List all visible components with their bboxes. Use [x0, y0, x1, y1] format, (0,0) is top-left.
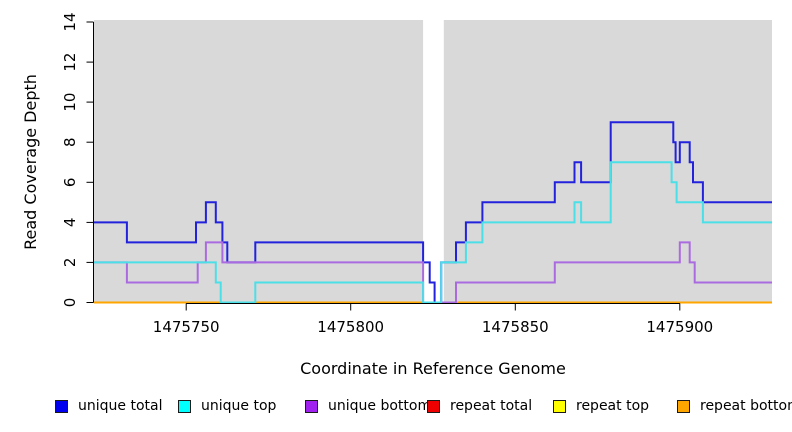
- legend-label: repeat total: [450, 398, 533, 414]
- legend-item-unique-bottom: unique bottom: [305, 396, 431, 416]
- legend-swatch-unique-total: [55, 399, 68, 413]
- legend-item-repeat-top: repeat top: [553, 396, 649, 416]
- legend-swatch-repeat-top: [553, 399, 566, 413]
- x-axis-title: Coordinate in Reference Genome: [300, 359, 566, 378]
- legend-item-unique-total: unique total: [55, 396, 162, 416]
- legend-item-unique-top: unique top: [178, 396, 276, 416]
- x-tick-label: 1475800: [317, 318, 384, 336]
- legend-label: unique total: [78, 398, 163, 414]
- x-axis: 1475750 1475800 1475850 1475900: [153, 303, 713, 336]
- y-tick-label: 6: [61, 178, 79, 188]
- y-tick-label: 12: [61, 53, 79, 72]
- legend-swatch-unique-top: [178, 399, 191, 413]
- masked-gap-region: [423, 20, 444, 304]
- legend-item-repeat-bottom: repeat bottom: [677, 396, 792, 416]
- x-tick-label: 1475850: [482, 318, 549, 336]
- x-tick-label: 1475900: [646, 318, 713, 336]
- y-tick-label: 14: [61, 12, 79, 31]
- legend: unique total unique top unique bottom repea…: [0, 396, 792, 420]
- coverage-chart-svg: 1475750 1475800 1475850 1475900 0 2 4 6 8 10 12 14…: [21, 12, 772, 378]
- y-tick-label: 8: [61, 137, 79, 147]
- y-axis: 0 2 4 6 8 10 12 14: [61, 12, 94, 307]
- legend-item-repeat-total: repeat total: [427, 396, 532, 416]
- legend-swatch-repeat-bottom: [677, 399, 690, 413]
- x-tick-label: 1475750: [153, 318, 220, 336]
- y-tick-label: 10: [61, 93, 79, 112]
- y-tick-label: 2: [61, 258, 79, 268]
- y-tick-label: 4: [61, 218, 79, 228]
- legend-label: repeat top: [576, 398, 650, 414]
- y-tick-label: 0: [61, 298, 79, 308]
- series-line-unique-top: [94, 161, 772, 304]
- legend-swatch-unique-bottom: [305, 399, 318, 413]
- legend-label: unique bottom: [328, 398, 432, 414]
- series-line-unique-total: [94, 121, 772, 304]
- legend-label: unique top: [201, 398, 277, 414]
- series-lines: [94, 121, 772, 304]
- legend-label: repeat bottom: [700, 398, 792, 414]
- y-axis-title: Read Coverage Depth: [21, 74, 40, 250]
- legend-swatch-repeat-total: [427, 399, 440, 413]
